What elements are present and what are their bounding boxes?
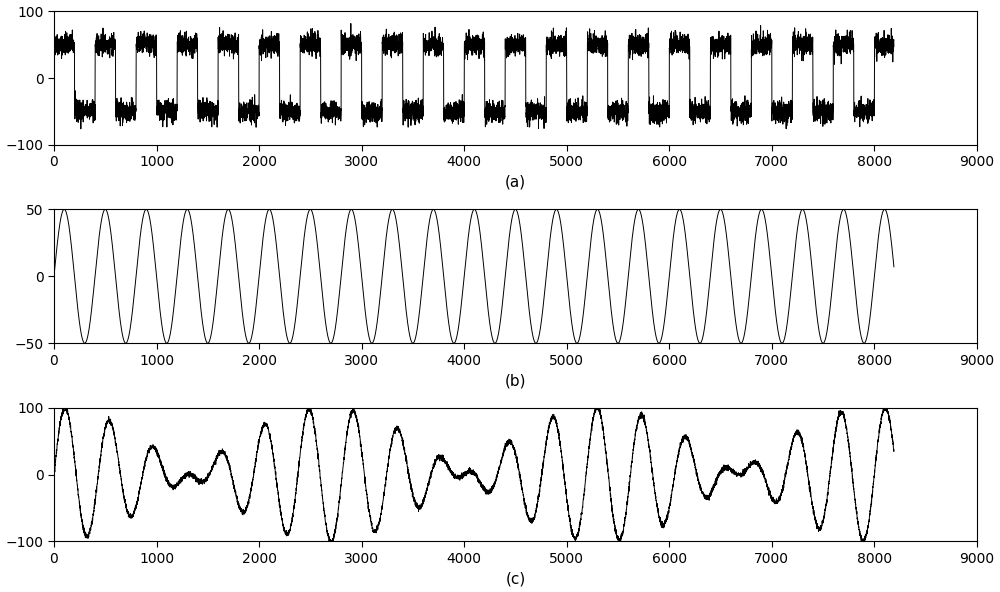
X-axis label: (a): (a) xyxy=(505,175,526,190)
X-axis label: (c): (c) xyxy=(505,571,526,587)
X-axis label: (b): (b) xyxy=(505,373,526,388)
